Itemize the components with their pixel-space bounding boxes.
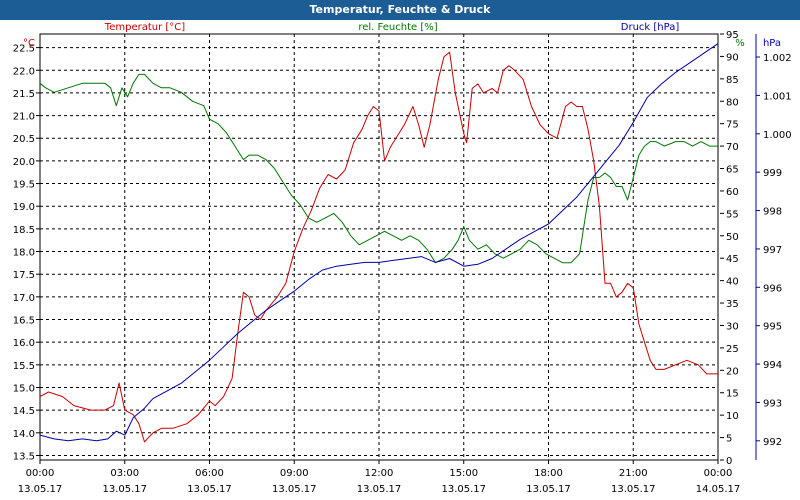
x-tick-label-time: 00:00 <box>26 468 55 479</box>
y-tick-label-temperature: 19.0 <box>13 202 35 213</box>
y-tick-label-humidity: 45 <box>726 254 739 265</box>
y-tick-label-pressure: 1.002 <box>763 53 792 64</box>
x-tick-label-time: 15:00 <box>449 468 478 479</box>
y-tick-label-temperature: 21.5 <box>13 89 35 100</box>
plot-frame <box>39 33 719 461</box>
x-tick-label-date: 13.05.17 <box>441 484 486 495</box>
y-tick-label-humidity: 35 <box>726 299 739 310</box>
series-line-pressure <box>39 43 719 442</box>
x-tick-label-time: 03:00 <box>110 468 139 479</box>
y-tick-label-humidity: 70 <box>726 142 739 153</box>
y-tick-label-temperature: 17.5 <box>13 270 35 281</box>
legend-pressure: Druck [hPa] <box>621 22 680 33</box>
y-tick-label-temperature: 20.0 <box>13 157 35 168</box>
y-tick-label-temperature: 15.5 <box>13 361 35 372</box>
y-tick-label-humidity: 65 <box>726 165 739 176</box>
x-tick-label-date: 13.05.17 <box>187 484 232 495</box>
y-tick-label-temperature: 22.0 <box>13 66 35 77</box>
axes <box>36 33 760 464</box>
y-tick-label-humidity: 20 <box>726 366 739 377</box>
y-tick-label-humidity: 0 <box>726 456 732 467</box>
legend-humidity: rel. Feuchte [%] <box>358 22 437 33</box>
y-tick-label-temperature: 13.5 <box>13 451 35 462</box>
legend-temperature: Temperatur [°C] <box>104 22 185 33</box>
y-tick-label-humidity: 10 <box>726 411 739 422</box>
y-tick-label-temperature: 18.0 <box>13 248 35 259</box>
y-tick-label-humidity: 40 <box>726 277 739 288</box>
y-tick-label-temperature: 17.0 <box>13 293 35 304</box>
unit-label-temperature: °C <box>23 38 35 49</box>
x-tick-label-time: 21:00 <box>619 468 648 479</box>
y-tick-label-humidity: 25 <box>726 344 739 355</box>
chart-title: Temperatur, Feuchte & Druck <box>0 0 800 20</box>
y-tick-label-temperature: 20.5 <box>13 134 35 145</box>
y-tick-label-humidity: 75 <box>726 120 739 131</box>
y-tick-label-humidity: 60 <box>726 187 739 198</box>
series-line-temperature <box>39 51 718 443</box>
y-tick-label-pressure: 993 <box>763 398 782 409</box>
y-tick-label-humidity: 95 <box>726 30 739 41</box>
y-tick-label-pressure: 992 <box>763 437 782 448</box>
x-tick-label-time: 09:00 <box>280 468 309 479</box>
unit-label-pressure: hPa <box>763 38 781 49</box>
unit-label-humidity: % <box>735 38 745 49</box>
y-tick-label-temperature: 14.5 <box>13 406 35 417</box>
y-tick-label-pressure: 997 <box>763 245 782 256</box>
axis-labels: 00:00 13.05.17 03:00 13.05.17 06:00 13.05.17 0… <box>13 22 792 495</box>
y-tick-label-temperature: 21.0 <box>13 112 35 123</box>
y-tick-label-humidity: 30 <box>726 321 739 332</box>
x-tick-label-time: 18:00 <box>534 468 563 479</box>
y-tick-label-humidity: 90 <box>726 52 739 63</box>
y-tick-label-pressure: 999 <box>763 168 782 179</box>
y-tick-label-temperature: 15.0 <box>13 383 35 394</box>
y-tick-label-temperature: 16.0 <box>13 338 35 349</box>
y-tick-label-pressure: 998 <box>763 207 782 218</box>
y-tick-label-pressure: 1.001 <box>763 91 792 102</box>
y-tick-label-temperature: 16.5 <box>13 316 35 327</box>
y-tick-label-pressure: 996 <box>763 283 782 294</box>
grid <box>40 34 718 460</box>
x-tick-label-date: 13.05.17 <box>611 484 656 495</box>
y-tick-label-pressure: 994 <box>763 360 782 371</box>
y-tick-label-humidity: 15 <box>726 389 739 400</box>
series <box>39 43 719 443</box>
x-tick-label-date: 13.05.17 <box>272 484 317 495</box>
y-tick-label-humidity: 85 <box>726 75 739 86</box>
y-tick-label-temperature: 18.5 <box>13 225 35 236</box>
y-tick-label-pressure: 995 <box>763 322 782 333</box>
y-tick-label-temperature: 19.5 <box>13 180 35 191</box>
y-tick-label-pressure: 1.000 <box>763 130 792 141</box>
x-tick-label-date: 13.05.17 <box>526 484 571 495</box>
x-tick-label-date: 13.05.17 <box>102 484 147 495</box>
x-tick-label-date: 13.05.17 <box>357 484 402 495</box>
y-tick-label-humidity: 50 <box>726 232 739 243</box>
chart: 00:00 13.05.17 03:00 13.05.17 06:00 13.05.17 0… <box>13 22 792 495</box>
x-tick-label-time: 12:00 <box>365 468 394 479</box>
y-tick-label-humidity: 80 <box>726 97 739 108</box>
x-tick-label-time: 06:00 <box>195 468 224 479</box>
x-tick-label-date: 14.05.17 <box>696 484 741 495</box>
x-tick-label-date: 13.05.17 <box>18 484 63 495</box>
x-tick-label-time: 00:00 <box>704 468 733 479</box>
series-line-humidity <box>39 73 718 264</box>
y-tick-label-humidity: 55 <box>726 209 739 220</box>
y-tick-label-temperature: 22.5 <box>13 44 35 55</box>
y-tick-label-temperature: 14.0 <box>13 429 35 440</box>
y-tick-label-humidity: 5 <box>726 434 732 445</box>
